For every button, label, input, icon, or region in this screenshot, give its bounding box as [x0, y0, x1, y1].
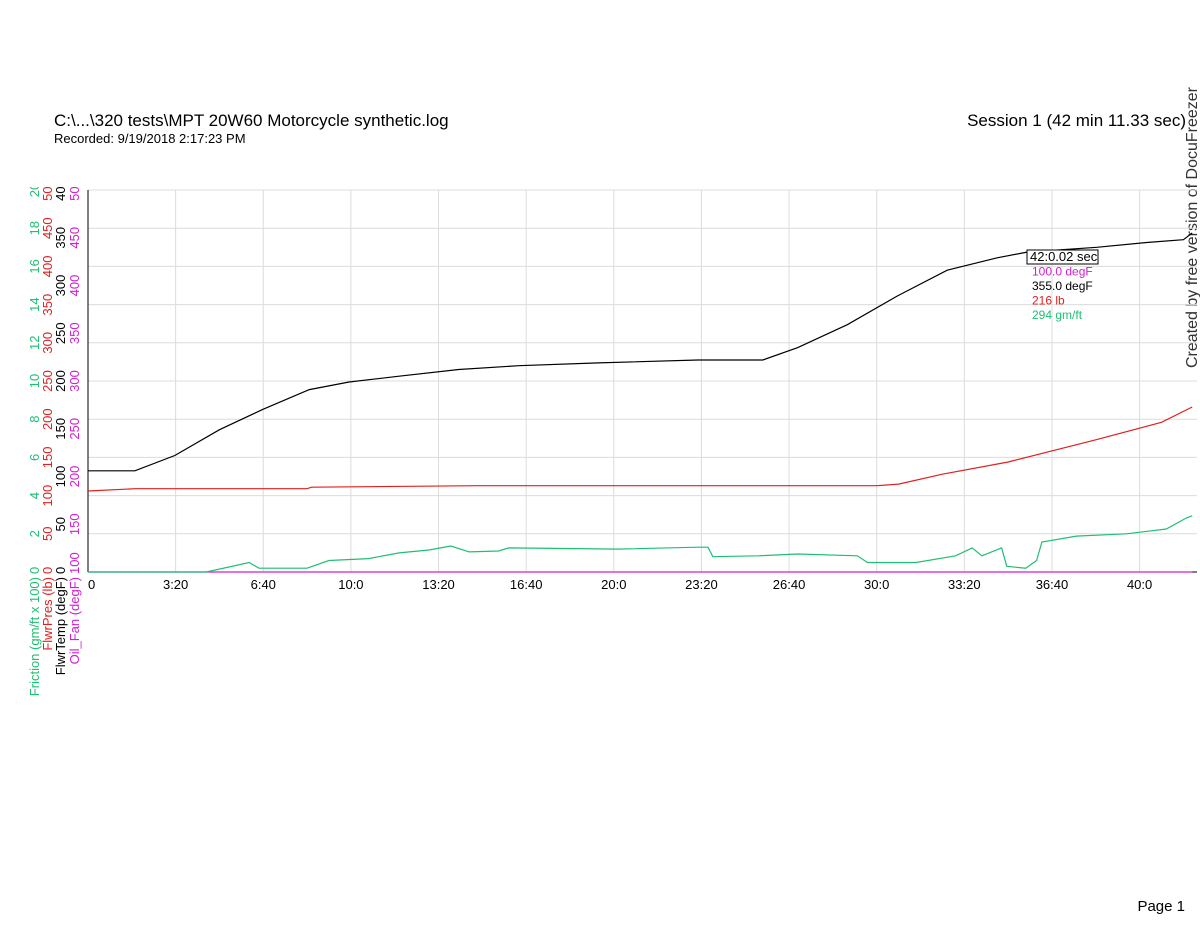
y-tick-label: 200	[67, 466, 82, 488]
x-tick-label: 23:20	[685, 577, 718, 592]
chart-subtitle: Recorded: 9/19/2018 2:17:23 PM	[54, 131, 246, 146]
y-tick-label: 0	[27, 567, 42, 574]
watermark: Created by free version of DocuFreezer	[1184, 86, 1200, 368]
tooltip-value: 216 lb	[1032, 294, 1065, 308]
y-tick-label: 12	[27, 336, 42, 350]
y-tick-label: 150	[53, 418, 68, 440]
x-tick-label: 0	[88, 577, 95, 592]
y-tick-label: 500	[67, 179, 82, 201]
y-tick-label: 350	[40, 294, 55, 316]
y-tick-label: 300	[40, 332, 55, 354]
tooltip-box	[1026, 249, 1099, 265]
y-tick-label: 16	[27, 259, 42, 273]
session-label: Session 1 (42 min 11.33 sec)	[967, 111, 1186, 130]
x-tick-label: 3:20	[163, 577, 188, 592]
y-axis-label: FlwrPres (lb)	[40, 577, 55, 651]
y-tick-label: 500	[40, 179, 55, 201]
y-tick-label: 200	[53, 370, 68, 392]
x-tick-label: 10:0	[338, 577, 363, 592]
y-tick-label: 250	[53, 322, 68, 344]
tooltip-value: 294 gm/ft	[1032, 308, 1083, 322]
y-tick-label: 4	[27, 492, 42, 499]
y-tick-label: 14	[27, 297, 42, 311]
tooltip-time: 42:0.02 sec	[1030, 249, 1098, 264]
y-tick-label: 6	[27, 454, 42, 461]
y-tick-label: 20	[27, 183, 42, 197]
y-tick-label: 250	[67, 418, 82, 440]
y-tick-label: 100	[53, 466, 68, 488]
tooltip-value: 100.0 degF	[1032, 265, 1093, 279]
y-tick-label: 50	[53, 517, 68, 531]
y-tick-label: 400	[67, 275, 82, 297]
y-tick-label: 350	[53, 227, 68, 249]
x-tick-label: 20:0	[601, 577, 626, 592]
y-tick-label: 450	[40, 217, 55, 239]
tooltip-value: 355.0 degF	[1032, 279, 1093, 293]
y-tick-label: 150	[40, 447, 55, 469]
y-tick-label: 18	[27, 221, 42, 235]
y-axis-label: FlwrTemp (degF)	[53, 577, 68, 675]
y-tick-label: 250	[40, 370, 55, 392]
chart-title: C:\...\320 tests\MPT 20W60 Motorcycle sy…	[54, 111, 449, 130]
y-tick-label: 300	[53, 275, 68, 297]
y-tick-label: 100	[40, 485, 55, 507]
y-tick-label: 10	[27, 374, 42, 388]
y-tick-label: 2	[27, 530, 42, 537]
y-axes: 0246810121416182005010015020025030035040…	[27, 179, 82, 574]
x-tick-label: 13:20	[422, 577, 455, 592]
x-tick-label: 30:0	[864, 577, 889, 592]
y-axis-label: Oil_Fan (degF)	[67, 577, 82, 664]
data-line	[88, 515, 1193, 573]
y-tick-label: 100	[67, 552, 82, 574]
y-tick-label: 350	[67, 322, 82, 344]
x-tick-label: 16:40	[510, 577, 543, 592]
x-tick-label: 33:20	[948, 577, 981, 592]
y-tick-label: 400	[53, 179, 68, 201]
y-tick-label: 300	[67, 370, 82, 392]
x-tick-label: 6:40	[251, 577, 276, 592]
y-tick-label: 8	[27, 416, 42, 423]
data-line	[88, 232, 1193, 472]
page-footer: Page 1	[1137, 898, 1185, 915]
data-line	[87, 406, 1193, 492]
y-axis-label: Friction (gm/ft x 100)	[27, 577, 42, 696]
y-tick-label: 0	[40, 567, 55, 574]
y-tick-label: 400	[40, 256, 55, 278]
y-tick-label: 50	[40, 527, 55, 541]
x-tick-label: 26:40	[773, 577, 806, 592]
x-tick-label: 40:0	[1127, 577, 1152, 592]
x-tick-label: 36:40	[1036, 577, 1069, 592]
y-tick-label: 200	[40, 408, 55, 430]
y-tick-label: 150	[67, 513, 82, 535]
y-tick-label: 0	[53, 567, 68, 574]
y-tick-label: 450	[67, 227, 82, 249]
